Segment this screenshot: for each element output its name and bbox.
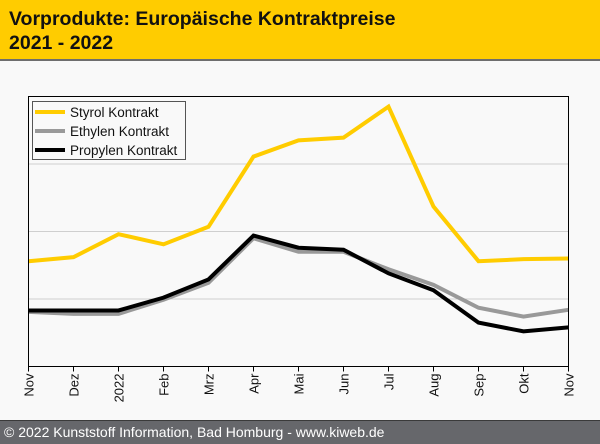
x-tick-label: Feb <box>157 374 172 396</box>
copyright-text: © 2022 Kunststoff Information, Bad Hombu… <box>4 424 385 440</box>
x-tick-label: Nov <box>562 373 577 397</box>
x-tick-label: Aug <box>427 374 442 397</box>
x-tick-label: Nov <box>22 373 37 397</box>
legend-label: Propylen Kontrakt <box>70 143 178 158</box>
legend-label: Styrol Kontrakt <box>70 105 159 120</box>
x-tick-label: Apr <box>247 373 262 394</box>
x-tick-label: Jun <box>337 374 352 395</box>
chart-header: Vorprodukte: Europäische Kontraktpreise … <box>0 0 600 61</box>
x-tick-label: Mai <box>292 373 307 394</box>
x-tick-label: Mrz <box>202 374 217 396</box>
series-line-propylen-kontrakt <box>28 233 569 334</box>
legend: Styrol Kontrakt Ethylen Kontrakt Propylen … <box>32 101 186 160</box>
gridlines <box>28 163 569 300</box>
series-line-ethylen-kontrakt <box>28 235 569 319</box>
x-tick-label: 2022 <box>112 374 127 403</box>
series-line-styrol-kontrakt <box>28 103 569 264</box>
x-tick-label: Jul <box>382 373 397 390</box>
series-lines <box>28 103 569 334</box>
x-tick-label: Okt <box>517 373 532 394</box>
x-tick-label: Sep <box>472 374 487 397</box>
chart-title: Vorprodukte: Europäische Kontraktpreise … <box>9 8 396 54</box>
x-tick-label: Dez <box>67 374 82 397</box>
x-axis-labels: Nov Dez 2022 Feb Mrz Apr Mai Jun Jul Aug Sep Okt Nov <box>22 373 577 403</box>
x-axis-ticks <box>28 366 569 372</box>
legend-label: Ethylen Kontrakt <box>70 124 169 139</box>
footer: © 2022 Kunststoff Information, Bad Hombu… <box>0 420 600 444</box>
